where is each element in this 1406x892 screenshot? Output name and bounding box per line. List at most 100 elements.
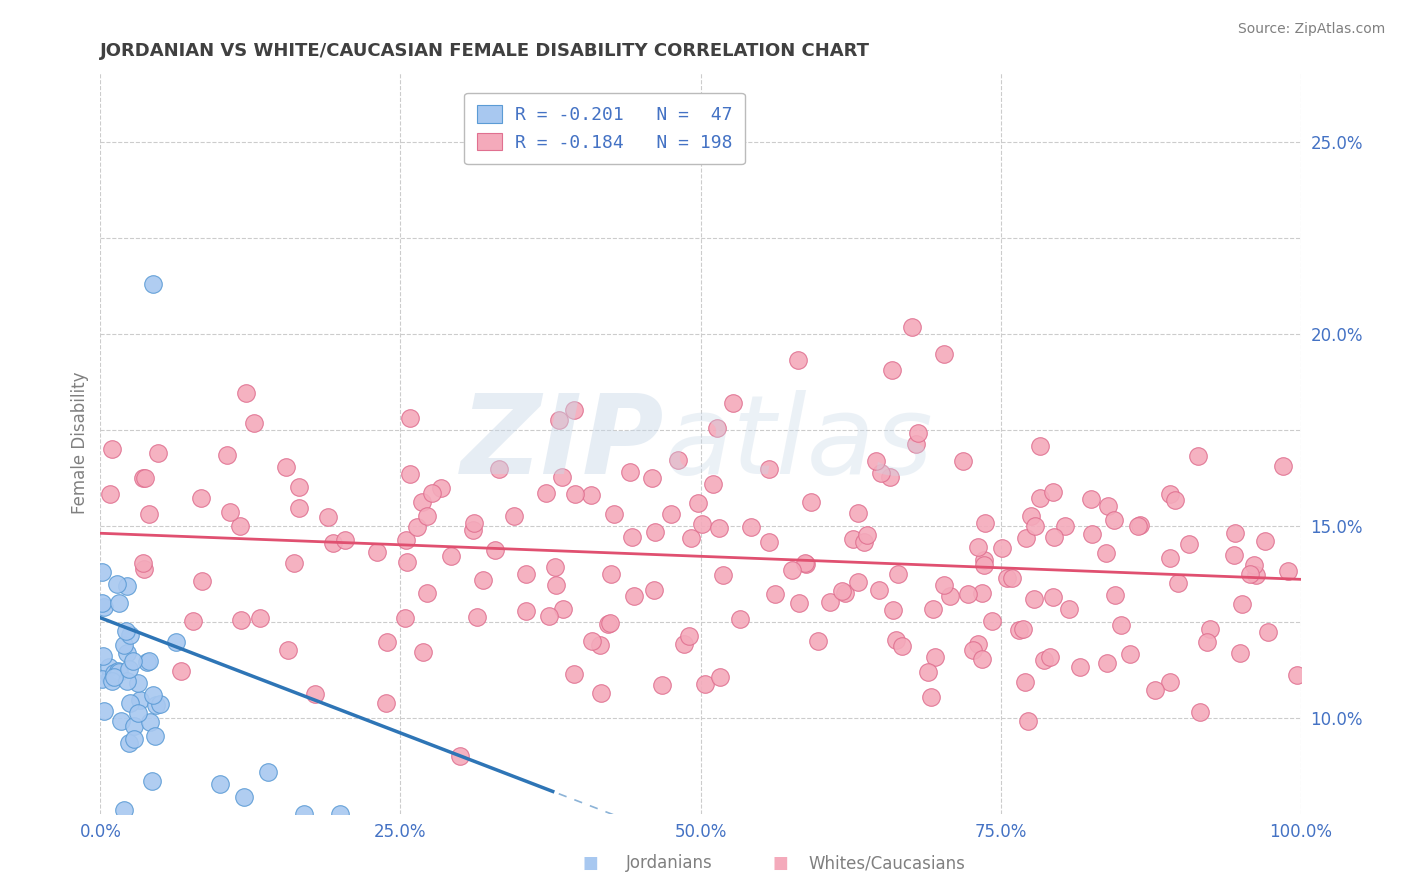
Point	[1019, 508, 1042, 523]
Point	[1095, 546, 1118, 560]
Point	[651, 678, 673, 692]
Point	[706, 421, 728, 435]
Point	[1054, 519, 1077, 533]
Point	[1011, 623, 1033, 637]
Point	[91, 649, 114, 664]
Text: Source: ZipAtlas.com: Source: ZipAtlas.com	[1237, 22, 1385, 37]
Point	[420, 486, 443, 500]
Text: Whites/Caucasians: Whites/Caucasians	[808, 855, 966, 872]
Point	[1043, 530, 1066, 544]
Point	[672, 637, 695, 651]
Point	[93, 704, 115, 718]
Point	[1285, 668, 1308, 682]
Point	[740, 519, 762, 533]
Point	[818, 595, 841, 609]
Point	[939, 589, 962, 603]
Point	[139, 715, 162, 730]
Point	[366, 545, 388, 559]
Point	[879, 470, 901, 484]
Point	[110, 714, 132, 728]
Point	[243, 416, 266, 430]
Point	[135, 656, 157, 670]
Point	[1167, 576, 1189, 591]
Point	[138, 507, 160, 521]
Point	[128, 693, 150, 707]
Point	[966, 540, 988, 554]
Point	[127, 676, 149, 690]
Text: ■: ■	[582, 855, 599, 872]
Point	[551, 601, 574, 615]
Point	[702, 476, 724, 491]
Point	[641, 470, 664, 484]
Y-axis label: Female Disability: Female Disability	[72, 372, 89, 515]
Point	[101, 442, 124, 457]
Point	[134, 470, 156, 484]
Point	[146, 446, 169, 460]
Point	[846, 506, 869, 520]
Point	[600, 567, 623, 582]
Point	[1042, 484, 1064, 499]
Point	[707, 521, 730, 535]
Point	[1104, 588, 1126, 602]
Point	[780, 562, 803, 576]
Point	[288, 480, 311, 494]
Point	[333, 533, 356, 547]
Point	[800, 495, 823, 509]
Legend: R = -0.201   N =  47, R = -0.184   N = 198: R = -0.201 N = 47, R = -0.184 N = 198	[464, 93, 745, 164]
Point	[1188, 706, 1211, 720]
Point	[117, 579, 139, 593]
Point	[536, 485, 558, 500]
Point	[1177, 536, 1199, 550]
Point	[967, 637, 990, 651]
Point	[920, 690, 942, 704]
Point	[288, 501, 311, 516]
Point	[882, 602, 904, 616]
Point	[257, 764, 280, 779]
Point	[316, 509, 339, 524]
Point	[463, 516, 485, 530]
Point	[887, 567, 910, 582]
Point	[1024, 519, 1046, 533]
Point	[329, 806, 352, 821]
Point	[681, 531, 703, 545]
Point	[603, 507, 626, 521]
Point	[973, 558, 995, 572]
Point	[471, 574, 494, 588]
Point	[165, 635, 187, 649]
Point	[1159, 551, 1181, 566]
Point	[550, 470, 572, 484]
Point	[890, 639, 912, 653]
Point	[865, 454, 887, 468]
Point	[122, 731, 145, 746]
Point	[1080, 491, 1102, 506]
Point	[842, 533, 865, 547]
Point	[870, 466, 893, 480]
Point	[118, 736, 141, 750]
Point	[115, 673, 138, 688]
Point	[853, 535, 876, 549]
Point	[868, 582, 890, 597]
Point	[1277, 564, 1299, 578]
Point	[1097, 656, 1119, 670]
Point	[880, 363, 903, 377]
Point	[599, 616, 621, 631]
Point	[1129, 517, 1152, 532]
Point	[108, 596, 131, 610]
Point	[1069, 660, 1091, 674]
Point	[693, 677, 716, 691]
Point	[181, 615, 204, 629]
Point	[623, 590, 645, 604]
Point	[1080, 527, 1102, 541]
Point	[1015, 531, 1038, 545]
Point	[1232, 597, 1254, 611]
Point	[1014, 675, 1036, 690]
Point	[596, 616, 619, 631]
Point	[484, 543, 506, 558]
Point	[515, 566, 537, 581]
Point	[686, 496, 709, 510]
Point	[93, 600, 115, 615]
Point	[1159, 487, 1181, 501]
Point	[934, 347, 956, 361]
Point	[112, 803, 135, 817]
Point	[97, 660, 120, 674]
